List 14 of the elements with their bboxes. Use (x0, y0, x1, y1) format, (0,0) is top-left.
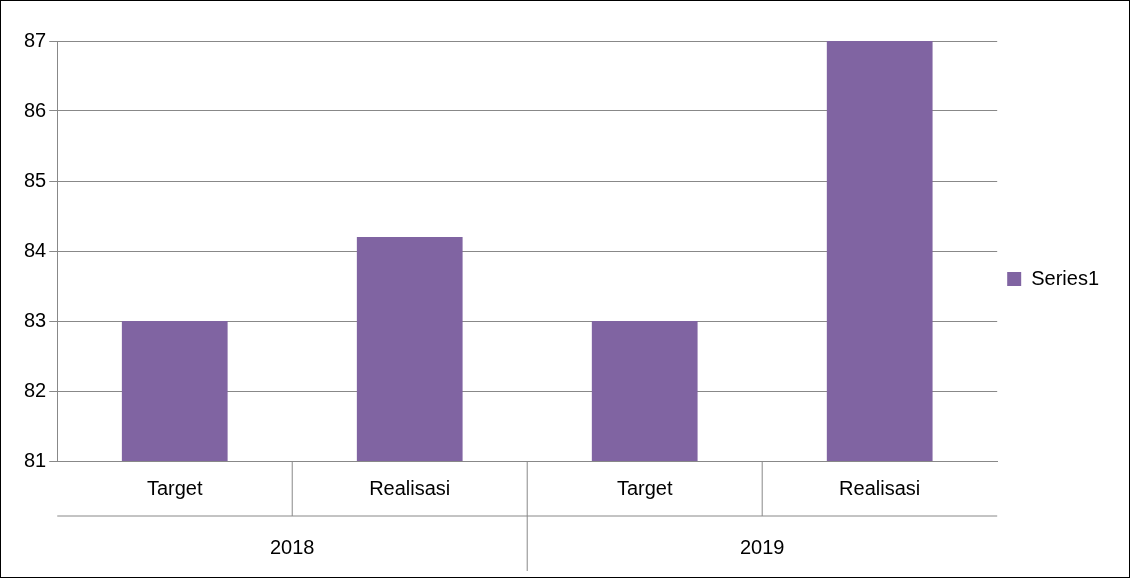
y-tick-label: 81 (24, 448, 47, 471)
x-tick-label: Realisasi (369, 476, 451, 499)
x-tick-label: Target (146, 476, 203, 499)
y-tick-label: 85 (24, 168, 47, 191)
y-tick-label: 83 (24, 308, 47, 331)
legend-label: Series1 (1031, 266, 1099, 289)
y-tick-label: 84 (24, 238, 47, 261)
y-tick-label: 86 (24, 98, 47, 121)
x-tick-label: Target (616, 476, 673, 499)
text: 2018 (269, 535, 315, 558)
text: 2019 (739, 535, 785, 558)
x-tick-label: Realisasi (839, 476, 921, 499)
y-tick-label: 82 (24, 378, 47, 401)
y-tick-label: 87 (24, 28, 47, 51)
